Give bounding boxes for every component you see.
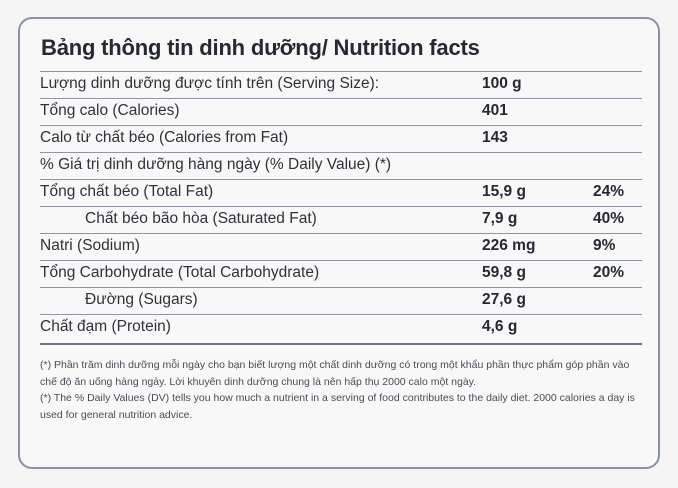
divider [40, 343, 642, 345]
row-amount: 15,9 g [482, 183, 526, 200]
row-serving-size: Lượng dinh dưỡng được tính trên (Serving… [40, 72, 640, 97]
footnote: (*) Phần trăm dinh dưỡng mỗi ngày cho bạ… [40, 357, 640, 423]
row-label: % Giá trị dinh dưỡng hàng ngày (% Daily … [40, 156, 392, 173]
row-amount: 59,8 g [482, 264, 526, 281]
divider [40, 206, 642, 207]
divider [40, 179, 642, 180]
row-daily-value-header: % Giá trị dinh dưỡng hàng ngày (% Daily … [40, 153, 640, 178]
divider [40, 287, 642, 288]
row-calories: Tổng calo (Calories) 401 [40, 99, 640, 124]
row-label: Tổng calo (Calories) [40, 102, 180, 119]
footnote-vietnamese: (*) Phần trăm dinh dưỡng mỗi ngày cho bạ… [40, 359, 630, 388]
row-label: Tổng chất béo (Total Fat) [40, 183, 214, 200]
row-protein: Chất đạm (Protein) 4,6 g [40, 315, 640, 340]
row-label: Chất béo bão hòa (Saturated Fat) [85, 210, 317, 227]
row-amount: 100 g [482, 75, 522, 92]
row-daily-value: 24% [593, 183, 625, 200]
row-calories-from-fat: Calo từ chất béo (Calories from Fat) 143 [40, 126, 640, 151]
nutrition-facts-panel: Bảng thông tin dinh dưỡng/ Nutrition fac… [18, 17, 660, 469]
row-amount: 143 [482, 129, 508, 146]
row-sugars: Đường (Sugars) 27,6 g [40, 288, 640, 313]
divider [40, 314, 642, 315]
row-daily-value: 9% [593, 237, 616, 254]
row-amount: 7,9 g [482, 210, 518, 227]
divider [40, 71, 642, 72]
row-total-carbohydrate: Tổng Carbohydrate (Total Carbohydrate) 5… [40, 261, 640, 286]
divider [40, 260, 642, 261]
row-amount: 401 [482, 102, 508, 119]
nutrition-title: Bảng thông tin dinh dưỡng/ Nutrition fac… [41, 35, 480, 60]
row-amount: 27,6 g [482, 291, 526, 308]
row-daily-value: 40% [593, 210, 625, 227]
row-amount: 226 mg [482, 237, 536, 254]
row-saturated-fat: Chất béo bão hòa (Saturated Fat) 7,9 g 4… [40, 207, 640, 232]
row-label: Chất đạm (Protein) [40, 318, 171, 335]
footnote-english: (*) The % Daily Values (DV) tells you ho… [40, 392, 635, 421]
divider [40, 233, 642, 234]
row-label: Lượng dinh dưỡng được tính trên (Serving… [40, 75, 380, 92]
row-label: Calo từ chất béo (Calories from Fat) [40, 129, 289, 146]
row-daily-value: 20% [593, 264, 625, 281]
divider [40, 98, 642, 99]
divider [40, 152, 642, 153]
row-label: Tổng Carbohydrate (Total Carbohydrate) [40, 264, 320, 281]
row-label: Natri (Sodium) [40, 237, 140, 254]
row-amount: 4,6 g [482, 318, 518, 335]
divider [40, 125, 642, 126]
row-label: Đường (Sugars) [85, 291, 198, 308]
row-total-fat: Tổng chất béo (Total Fat) 15,9 g 24% [40, 180, 640, 205]
row-sodium: Natri (Sodium) 226 mg 9% [40, 234, 640, 259]
